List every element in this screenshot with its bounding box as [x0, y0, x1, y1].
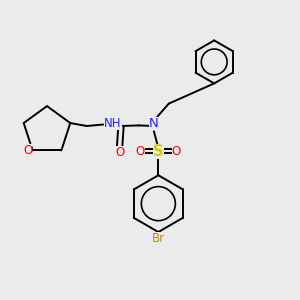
Text: Br: Br: [152, 232, 165, 245]
Text: O: O: [23, 144, 32, 157]
Text: O: O: [115, 146, 124, 159]
Text: N: N: [149, 117, 159, 130]
Text: S: S: [153, 144, 164, 159]
Text: O: O: [172, 145, 181, 158]
Text: O: O: [136, 145, 145, 158]
Text: NH: NH: [104, 116, 122, 130]
